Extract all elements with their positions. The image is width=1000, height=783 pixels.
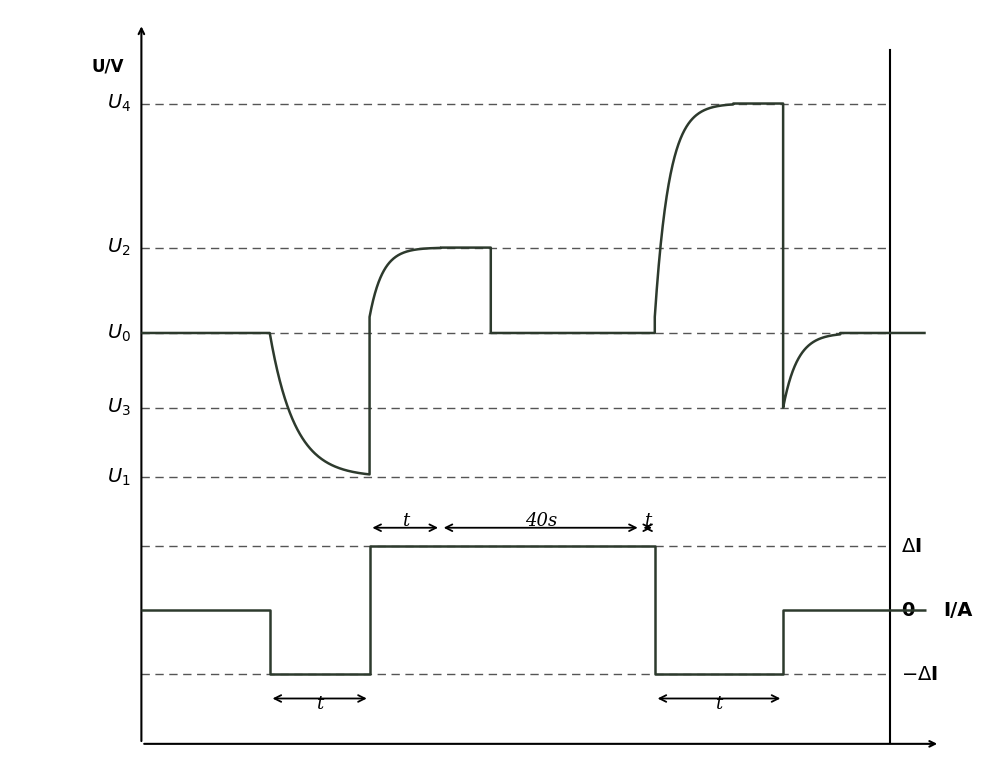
Text: $U_2$: $U_2$	[107, 237, 131, 258]
Text: $U_3$: $U_3$	[107, 397, 131, 418]
Text: t: t	[402, 512, 409, 530]
Text: $U_0$: $U_0$	[107, 323, 131, 344]
Text: U/V: U/V	[91, 57, 124, 75]
Text: 40s: 40s	[525, 512, 557, 530]
Text: I/A: I/A	[944, 601, 973, 620]
Text: $\Delta$I: $\Delta$I	[901, 537, 921, 556]
Text: 0: 0	[901, 601, 914, 620]
Text: t: t	[644, 512, 651, 530]
Text: t: t	[316, 695, 323, 713]
Text: t: t	[715, 695, 723, 713]
Text: $U_4$: $U_4$	[107, 93, 131, 114]
Text: $-\Delta$I: $-\Delta$I	[901, 665, 938, 684]
Text: $U_1$: $U_1$	[107, 467, 131, 488]
